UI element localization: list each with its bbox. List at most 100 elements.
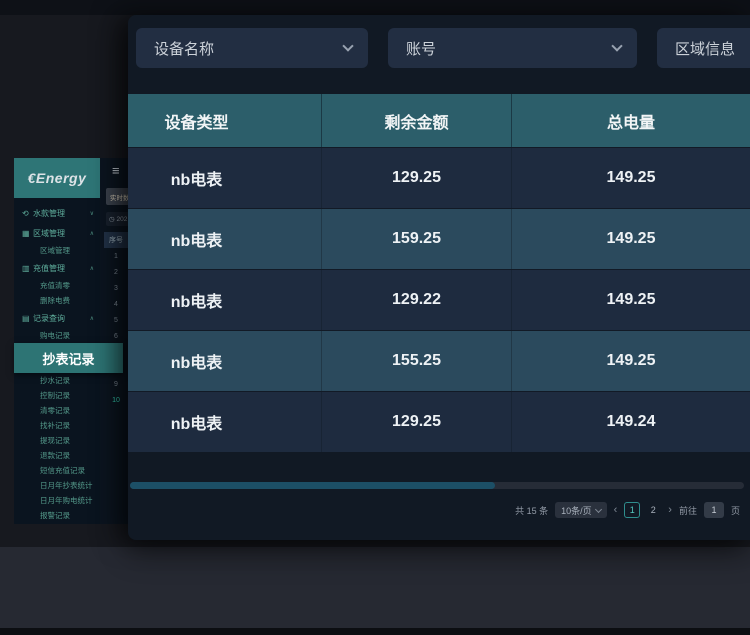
cell-device-type: nb电表 bbox=[128, 270, 322, 330]
menu-item-label: 提现记录 bbox=[40, 436, 70, 445]
sidebar-menu-item[interactable]: ▥ 充值管理 ∧ bbox=[14, 258, 100, 278]
sequence-number: 1 bbox=[114, 252, 118, 260]
chevron-icon: ∨ bbox=[89, 210, 94, 217]
sidebar-menu-item[interactable]: ▦ 区域管理 ∧ bbox=[14, 223, 100, 243]
menu-item-label: 充值管理 bbox=[33, 263, 65, 273]
goto-page-input[interactable]: 1 bbox=[703, 502, 724, 518]
account-dropdown-label: 账号 bbox=[406, 40, 437, 58]
sequence-column-header: 序号 bbox=[104, 232, 128, 248]
sidebar-menu-item[interactable]: 日月年抄表统计 bbox=[14, 478, 100, 493]
page-size-label: 10条/页 bbox=[561, 505, 592, 516]
horizontal-scrollbar-track[interactable] bbox=[130, 482, 744, 489]
page-size-select[interactable]: 10条/页 bbox=[555, 502, 607, 518]
cell-device-type: nb电表 bbox=[128, 392, 322, 452]
chevron-down-icon bbox=[594, 505, 602, 513]
sidebar-menu-item[interactable]: 提现记录 bbox=[14, 433, 100, 448]
menu-item-label: 充值清零 bbox=[40, 281, 70, 290]
page-unit-label: 页 bbox=[730, 505, 740, 516]
chevron-down-icon bbox=[611, 40, 623, 52]
cell-total-power: 149.25 bbox=[606, 291, 656, 308]
column-header-total-power: 总电量 bbox=[606, 114, 655, 132]
cell-device-type: nb电表 bbox=[128, 148, 322, 208]
sidebar-menu-item[interactable]: 控制记录 bbox=[14, 388, 100, 403]
region-info-dropdown-label: 区域信息 bbox=[675, 40, 736, 58]
app-logo: €Energy bbox=[14, 158, 100, 198]
realtime-data-button[interactable]: 实时数 bbox=[106, 188, 128, 205]
device-name-dropdown[interactable]: 设备名称 bbox=[136, 28, 368, 68]
sidebar-menu-item[interactable]: 短信充值记录 bbox=[14, 463, 100, 478]
menu-item-label: 水款管理 bbox=[33, 208, 65, 218]
table-body: nb电表 129.25 149.25 nb电表 159.25 149.25 nb… bbox=[128, 147, 750, 452]
sidebar-menu: ⟲ 水款管理 ∨ ▦ 区域管理 ∧ 区域管理 ▥ bbox=[14, 198, 123, 523]
top-background-strip bbox=[0, 0, 750, 15]
sidebar-menu-item[interactable]: 退款记录 bbox=[14, 448, 100, 463]
sequence-number: 10 bbox=[112, 396, 120, 404]
page-number-button[interactable]: 1 bbox=[624, 502, 641, 518]
sequence-number: 9 bbox=[114, 380, 118, 388]
region-icon: ▦ bbox=[22, 228, 30, 238]
sequence-number: 5 bbox=[114, 316, 118, 324]
cell-remaining-amount: 129.25 bbox=[322, 392, 512, 452]
sidebar-menu-item[interactable]: ⟲ 水款管理 ∨ bbox=[14, 203, 100, 223]
cell-device-type: nb电表 bbox=[128, 331, 322, 391]
menu-item-label: 报警记录 bbox=[40, 511, 70, 520]
sidebar-menu-item[interactable]: 区域管理 bbox=[14, 243, 100, 258]
chevron-icon: ∧ bbox=[89, 265, 94, 272]
menu-item-label: 短信充值记录 bbox=[40, 466, 85, 475]
cell-device-type: nb电表 bbox=[128, 209, 322, 269]
menu-item-label: 日月年购电统计 bbox=[40, 496, 93, 505]
menu-item-label: 日月年抄表统计 bbox=[40, 481, 93, 490]
hamburger-menu-icon[interactable]: ≡ bbox=[112, 163, 120, 178]
column-header-device-type: 设备类型 bbox=[128, 94, 322, 147]
sidebar-menu-item[interactable]: 找补记录 bbox=[14, 418, 100, 433]
horizontal-scrollbar-thumb[interactable] bbox=[130, 482, 495, 489]
meter-data-table: 设备类型 剩余金额 总电量 nb电表 129.25 149.25 nb电表 15… bbox=[128, 94, 750, 452]
date-picker-field[interactable]: ◷ 202 bbox=[106, 212, 128, 226]
sidebar-menu-item[interactable]: 日月年购电统计 bbox=[14, 493, 100, 508]
cell-remaining-amount: 159.25 bbox=[322, 209, 512, 269]
sidebar-menu-item[interactable]: 清零记录 bbox=[14, 403, 100, 418]
previous-page-button[interactable]: ‹ bbox=[613, 503, 618, 516]
region-info-dropdown[interactable]: 区域信息 bbox=[657, 28, 750, 68]
menu-item-label: 区域管理 bbox=[33, 228, 65, 238]
cell-remaining-amount: 155.25 bbox=[322, 331, 512, 391]
table-header-row: 设备类型 剩余金额 总电量 bbox=[128, 94, 750, 147]
sidebar-menu-item[interactable]: 充值清零 bbox=[14, 278, 100, 293]
sidebar: €Energy ⟲ 水款管理 ∨ ▦ 区域管理 ∧ 区域管理 bbox=[14, 158, 123, 524]
sidebar-menu-item[interactable]: 删除电费 bbox=[14, 293, 100, 308]
sidebar-menu-item[interactable]: 购电记录 bbox=[14, 328, 100, 343]
sidebar-menu-item[interactable]: 抄表记录 bbox=[14, 343, 123, 373]
table-row: nb电表 155.25 149.25 bbox=[128, 330, 750, 391]
menu-item-label: 找补记录 bbox=[40, 421, 70, 430]
menu-item-label: 退款记录 bbox=[40, 451, 70, 460]
menu-item-label: 控制记录 bbox=[40, 391, 70, 400]
sequence-number: 6 bbox=[114, 332, 118, 340]
sidebar-menu-item[interactable]: 报警记录 bbox=[14, 508, 100, 523]
page-number-list: 1 2 bbox=[624, 502, 661, 518]
menu-item-label: 购电记录 bbox=[40, 331, 70, 340]
sequence-number: 4 bbox=[114, 300, 118, 308]
table-row: nb电表 159.25 149.25 bbox=[128, 208, 750, 269]
recharge-card-icon: ▥ bbox=[22, 263, 30, 273]
next-page-button[interactable]: › bbox=[668, 503, 672, 516]
records-icon: ▤ bbox=[22, 313, 30, 323]
menu-item-label: 记录查询 bbox=[33, 313, 65, 323]
cell-remaining-amount: 129.25 bbox=[322, 148, 512, 208]
sequence-number-list: 1 2 3 4 5 6 7 8 9 10 bbox=[104, 248, 128, 408]
page-number-button[interactable]: 2 bbox=[650, 505, 656, 515]
sequence-number: 2 bbox=[114, 268, 118, 276]
lower-page-background bbox=[0, 547, 750, 628]
menu-item-label: 删除电费 bbox=[40, 296, 70, 305]
pagination-bar: 共 15 条 10条/页 ‹ 1 2 › 前往 1 页 bbox=[515, 501, 740, 519]
device-name-dropdown-label: 设备名称 bbox=[154, 40, 215, 58]
account-dropdown[interactable]: 账号 bbox=[388, 28, 637, 68]
cell-total-power: 149.25 bbox=[606, 169, 656, 186]
table-row: nb电表 129.22 149.25 bbox=[128, 269, 750, 330]
sidebar-menu-item[interactable]: ▤ 记录查询 ∧ bbox=[14, 308, 100, 328]
menu-item-label: 抄水记录 bbox=[40, 376, 70, 385]
sidebar-menu-item[interactable]: 抄水记录 bbox=[14, 373, 100, 388]
cell-total-power: 149.25 bbox=[606, 230, 656, 247]
cell-total-power: 149.25 bbox=[606, 352, 656, 369]
column-header-remaining-amount: 剩余金额 bbox=[322, 94, 512, 147]
